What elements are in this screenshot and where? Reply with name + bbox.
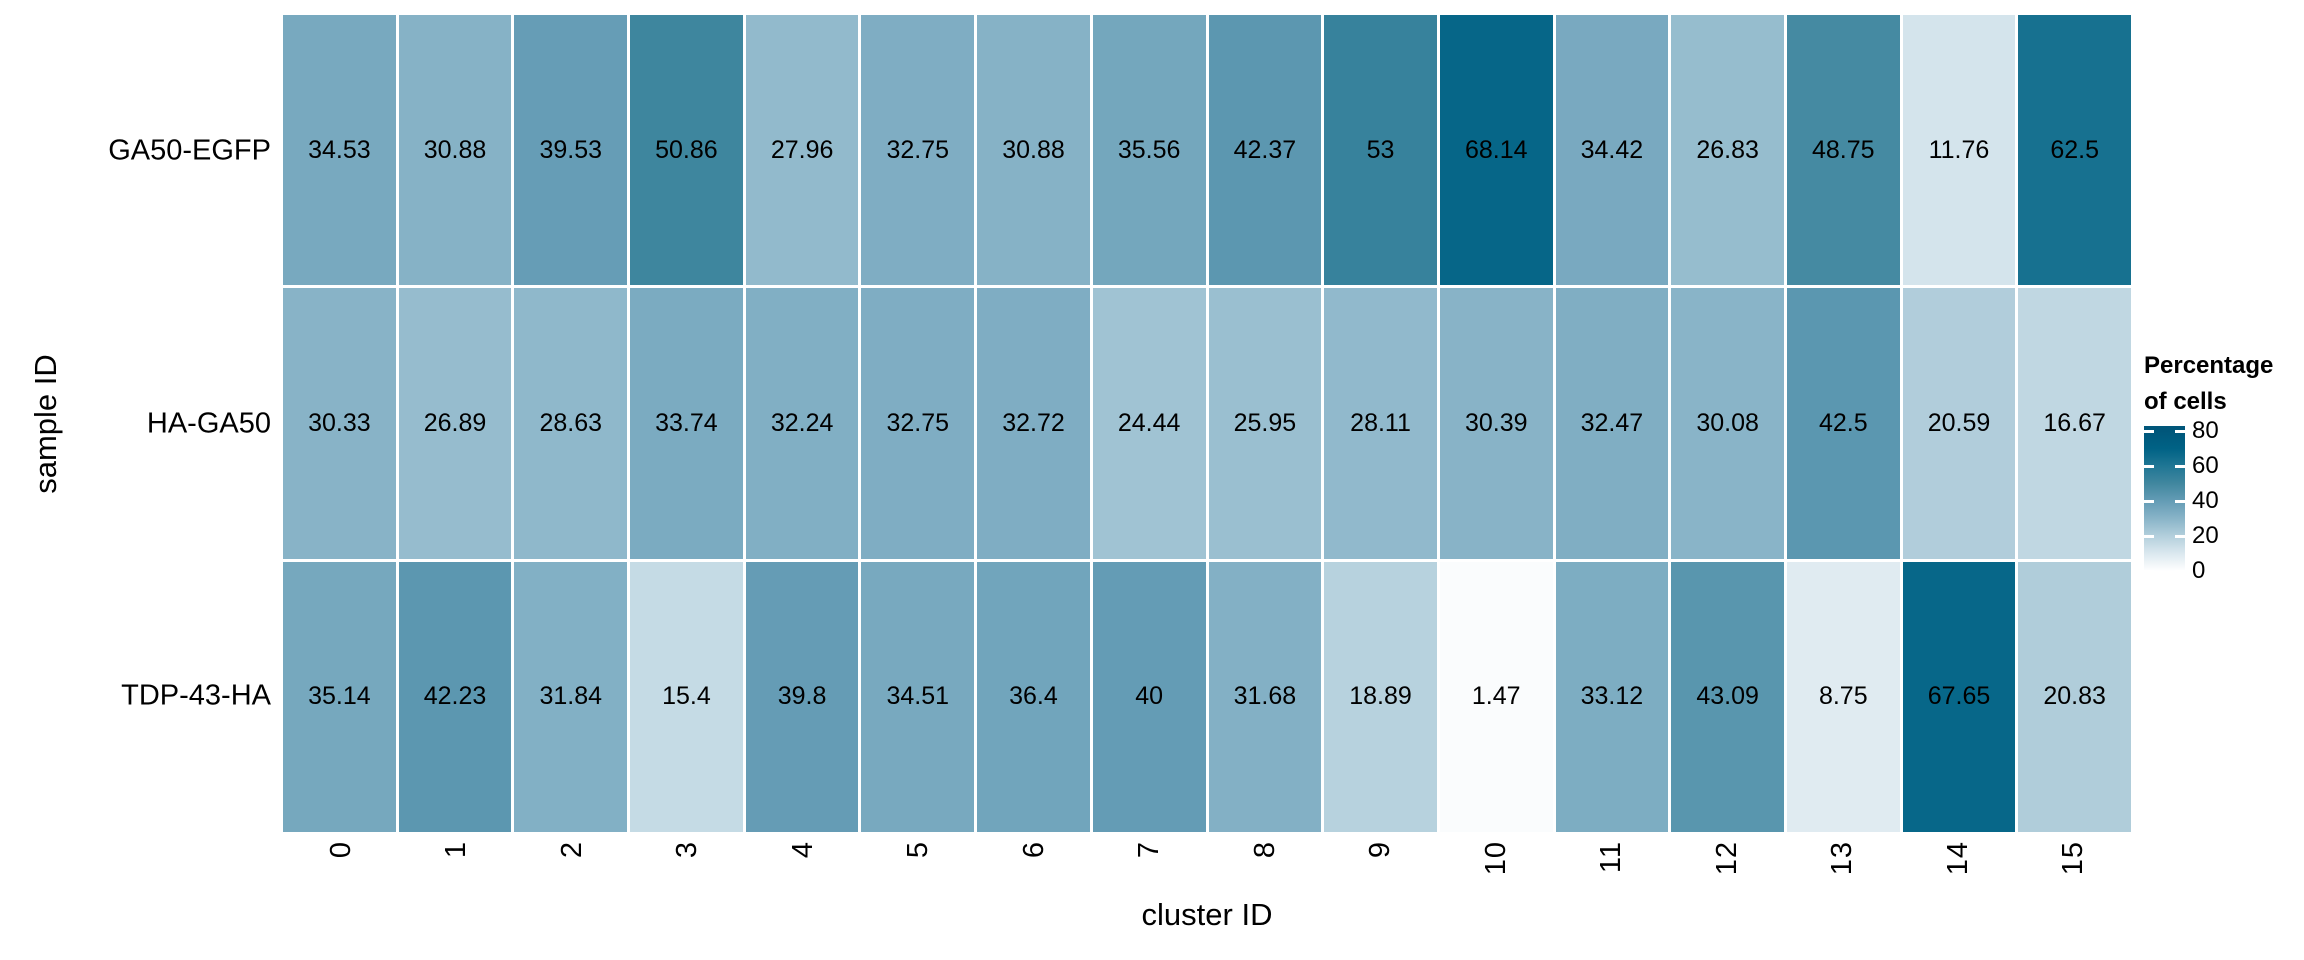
heatmap-cell: 42.5 [1786,288,1900,559]
heatmap-cell: 1.47 [1439,561,1553,832]
legend-tick-mark [2144,430,2154,433]
heatmap-cell: 62.5 [2018,15,2131,286]
y-axis-tick-label: HA-GA50 [146,407,271,439]
heatmap-cell: 31.68 [1208,561,1322,832]
x-axis-tick-label: 14 [1941,841,1974,876]
x-axis-tick-label: 9 [1364,841,1397,859]
heatmap-cell: 24.44 [1092,288,1206,559]
heatmap-cell: 39.53 [514,15,628,286]
legend-tick-mark [2175,430,2185,433]
heatmap-cell: 42.23 [398,561,512,832]
heatmap-cell: 11.76 [1902,15,2016,286]
heatmap-cell: 53 [1324,15,1437,286]
x-axis-tick-label: 2 [555,841,588,859]
heatmap-cell: 32.75 [861,288,975,559]
heatmap-cell: 30.88 [398,15,512,286]
heatmap-grid: 34.53 30.88 39.53 50.86 27.96 32.75 30.88 35.56… [283,15,2131,832]
legend-tick-mark [2144,535,2154,538]
x-axis-tick-label: 12 [1710,841,1743,876]
heatmap-cell: 35.56 [1092,15,1206,286]
heatmap-cell: 32.24 [745,288,859,559]
heatmap-cell: 36.4 [977,561,1090,832]
x-axis-tick-label: 15 [2057,841,2090,876]
heatmap-cell: 68.14 [1439,15,1553,286]
heatmap-cell: 39.8 [745,561,859,832]
x-axis-title: cluster ID [1141,897,1273,932]
x-axis-tick-label: 10 [1479,841,1512,876]
legend-colorbar [2144,426,2185,576]
x-axis-tick-label: 6 [1017,841,1050,859]
legend: Percentage of cells 80 60 40 20 0 [2144,348,2304,583]
heatmap-cell: 30.08 [1671,288,1784,559]
heatmap-cell: 28.11 [1324,288,1437,559]
x-axis-tick-label: 3 [671,841,704,859]
x-axis-tick-label: 1 [440,841,473,859]
heatmap-cell: 15.4 [630,561,743,832]
heatmap-cell: 28.63 [514,288,628,559]
heatmap-cell: 25.95 [1208,288,1322,559]
heatmap-cell: 34.42 [1555,15,1669,286]
heatmap-cell: 30.39 [1439,288,1553,559]
legend-tick-mark [2144,465,2154,468]
heatmap-cell: 27.96 [745,15,859,286]
x-axis-tick-label: 4 [786,841,819,859]
legend-tick-mark [2144,570,2154,573]
x-axis-tick-label: 13 [1826,841,1859,876]
x-axis-tick-label: 7 [1133,841,1166,859]
heatmap-cell: 40 [1092,561,1206,832]
legend-tick-mark [2175,500,2185,503]
legend-tick-label: 0 [2192,557,2206,584]
heatmap-cell: 34.53 [283,15,396,286]
legend-title: Percentage of cells [2144,348,2304,420]
heatmap-cell: 34.51 [861,561,975,832]
legend-tick-mark [2144,500,2154,503]
heatmap-cell: 26.83 [1671,15,1784,286]
heatmap-cell: 18.89 [1324,561,1437,832]
heatmap-cell: 20.59 [1902,288,2016,559]
heatmap-cell: 50.86 [630,15,743,286]
heatmap-cell: 32.72 [977,288,1090,559]
legend-title-line-2: of cells [2144,388,2227,415]
legend-tick-label: 40 [2192,487,2219,514]
heatmap-cell: 43.09 [1671,561,1784,832]
y-axis-tick-label: TDP-43-HA [121,679,271,712]
legend-tick-mark [2175,535,2185,538]
heatmap-cell: 26.89 [398,288,512,559]
y-axis-tick-label: GA50-EGFP [108,134,271,167]
heatmap-cell: 48.75 [1786,15,1900,286]
legend-tick-mark [2175,465,2185,468]
x-axis-tick-label: 8 [1248,841,1281,859]
heatmap-cell: 16.67 [2018,288,2131,559]
heatmap-cell: 42.37 [1208,15,1322,286]
legend-colorbar-wrap: 80 60 40 20 0 [2144,419,2304,583]
x-axis-tick-label: 0 [324,841,357,859]
legend-title-line-1: Percentage [2144,352,2274,379]
heatmap-cell: 8.75 [1786,561,1900,832]
heatmap-cell: 20.83 [2018,561,2131,832]
heatmap-cell: 30.88 [977,15,1090,286]
legend-tick-label: 60 [2192,452,2219,479]
heatmap-cell: 30.33 [283,288,396,559]
legend-tick-label: 80 [2192,417,2219,444]
x-axis-tick-label: 11 [1595,841,1628,874]
legend-tick-label: 20 [2192,522,2219,549]
heatmap-cell: 31.84 [514,561,628,832]
heatmap-cell: 67.65 [1902,561,2016,832]
x-axis-tick-label: 5 [902,841,935,859]
legend-tick-mark [2175,570,2185,573]
heatmap-cell: 32.47 [1555,288,1669,559]
heatmap-cell: 35.14 [283,561,396,832]
heatmap-cell: 32.75 [861,15,975,286]
heatmap-cell: 33.12 [1555,561,1669,832]
heatmap-cell: 33.74 [630,288,743,559]
